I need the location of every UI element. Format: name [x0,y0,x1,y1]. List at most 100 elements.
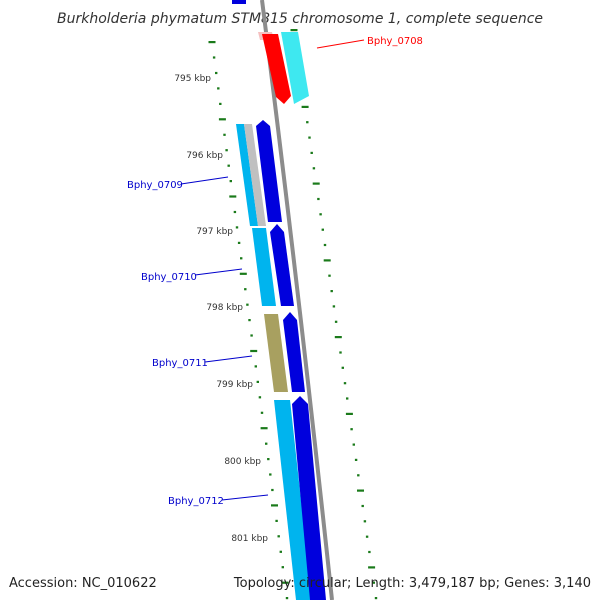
tick-label: 800 kbp [224,457,261,467]
tick-mark [208,41,216,44]
tick-mark [212,56,216,59]
tick-mark [361,504,364,508]
gene-labels: Bphy_0708 Bphy_0709 Bphy_0710 Bphy_0711 … [127,36,423,507]
tick-label: 801 kbp [231,534,268,544]
tick-mark [310,151,313,154]
tick-mark [275,519,278,522]
tick-mark [341,366,344,369]
tick-mark [218,118,226,121]
tick-mark [281,581,289,584]
gene-label-bphy-0709[interactable]: Bphy_0709 [127,180,183,191]
tick-mark [237,241,241,244]
tick-mark [357,489,364,492]
tick-label: 796 kbp [186,151,223,161]
tick-mark [244,288,247,291]
gene-feature-top[interactable] [232,0,246,4]
tick-mark [235,226,239,229]
tick-mark [346,397,349,400]
tick-mark [365,535,369,538]
tick-mark [271,488,274,492]
gene-feature-blue[interactable] [292,396,326,600]
tick-mark [260,411,264,414]
tick-mark [332,305,336,308]
tick-mark [321,228,324,231]
tick-mark [334,320,338,323]
tick-mark [227,164,230,167]
tick-label: 798 kbp [206,303,243,313]
tick-mark [368,550,371,554]
gene-feature-olive[interactable] [264,314,288,392]
gene-features [232,0,326,600]
tick-mark [345,412,353,415]
sequence-backbone [260,0,334,600]
tick-mark [254,365,257,368]
tick-mark [312,167,316,170]
tick-mark [317,197,320,201]
gene-label-leader [204,355,253,363]
tick-mark [217,87,220,90]
tick-mark [239,272,247,275]
gene-label-bphy-0712[interactable]: Bphy_0712 [168,496,224,507]
tick-mark [225,149,228,152]
tick-mark [240,257,243,260]
tick-mark [339,351,342,354]
tick-mark [368,566,376,569]
gene-feature-blue[interactable] [283,312,305,392]
gene-label-leader [221,494,269,501]
gene-feature-cyan[interactable] [274,400,312,600]
gene-label-leader [194,268,243,276]
tick-mark [271,504,278,507]
tick-mark [233,210,237,214]
tick-mark [357,474,360,477]
tick-mark [246,303,249,306]
tick-mark [265,442,268,445]
tick-mark [323,259,331,262]
gene-label-bphy-0710[interactable]: Bphy_0710 [141,272,197,283]
gene-feature-blue[interactable] [270,224,294,306]
tick-mark [363,520,367,523]
gene-feature-gray[interactable] [244,124,266,226]
gene-label-leader [316,39,365,49]
gene-feature-cyan[interactable] [236,124,258,226]
tick-mark [229,195,237,198]
tick-mark [277,535,280,538]
gene-label-bphy-0711[interactable]: Bphy_0711 [152,358,208,369]
topology-text: Topology: circular; Length: 3,479,187 bp… [233,576,591,591]
gene-feature-red[interactable] [262,34,291,104]
tick-mark [343,382,347,385]
tick-mark [374,597,378,600]
tick-mark [319,213,322,216]
tick-mark [219,102,222,105]
tick-mark [323,243,327,247]
tick-mark [312,182,320,185]
tick-mark [281,566,284,569]
tick-mark [330,290,333,293]
accession-text: Accession: NC_010622 [9,576,157,591]
tick-mark [250,349,258,353]
tick-mark [350,428,353,431]
tick-mark [372,581,375,584]
gene-feature-light-cyan[interactable] [281,32,309,104]
tick-mark [269,473,272,476]
tick-mark [306,121,309,124]
gene-label-leader [180,176,229,185]
tick-mark [285,597,289,600]
tick-mark [248,319,251,322]
tick-label: 795 kbp [174,74,211,84]
tick-mark [328,274,331,277]
gene-label-bphy-0708[interactable]: Bphy_0708 [367,36,423,47]
tick-mark [215,71,218,75]
tick-mark [308,136,311,139]
tick-labels: 795 kbp 796 kbp 797 kbp 798 kbp 799 kbp … [174,74,268,544]
map-title: Burkholderia phymatum STM815 chromosome … [57,11,543,27]
tick-mark [223,133,226,136]
tick-mark [258,396,262,399]
gene-feature-blue[interactable] [256,120,282,222]
gene-feature-cyan[interactable] [252,228,276,306]
tick-mark [354,458,358,461]
tick-mark [352,443,355,446]
tick-mark [250,334,253,337]
tick-mark [301,105,309,108]
tick-mark [267,458,270,461]
